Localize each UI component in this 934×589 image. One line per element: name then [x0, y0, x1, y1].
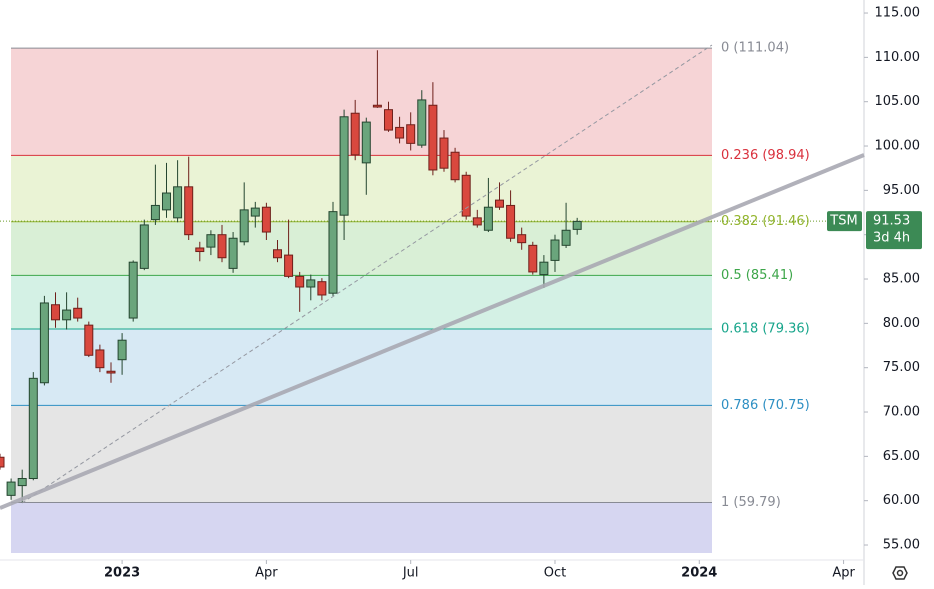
x-tick-label: Apr	[832, 566, 855, 581]
fib-level-label: 0.618 (79.36)	[721, 322, 810, 337]
candle-body	[150, 204, 160, 221]
candle-body	[328, 211, 338, 294]
candle-body	[383, 109, 393, 131]
candle-body	[517, 234, 527, 244]
candle-body	[494, 199, 504, 208]
candle-body	[250, 207, 260, 217]
candle-body	[450, 151, 460, 181]
candle-body	[161, 192, 171, 211]
candle-body	[128, 261, 138, 319]
candle-body	[439, 137, 449, 169]
y-tick-label: 100.00	[875, 139, 921, 154]
candle-body	[472, 217, 482, 226]
candle-body	[406, 124, 416, 144]
settings-icon[interactable]	[892, 566, 908, 580]
candle-body	[306, 279, 316, 288]
candle-body	[62, 309, 72, 321]
countdown: 3d 4h	[873, 231, 910, 246]
x-tick-label: Apr	[255, 566, 278, 581]
fib-band	[11, 405, 712, 503]
candle-body	[483, 206, 493, 231]
candle-body	[195, 247, 205, 253]
candle-body	[350, 112, 360, 156]
candle-body	[372, 104, 382, 108]
y-tick-label: 60.00	[883, 493, 920, 508]
fib-level-label: 0.786 (70.75)	[721, 398, 810, 413]
candle-body	[95, 349, 105, 369]
symbol-tag: TSM	[829, 214, 857, 229]
candle-body	[28, 377, 38, 480]
candle-body	[572, 220, 582, 230]
y-tick-label: 115.00	[875, 6, 921, 21]
candle-body	[395, 126, 405, 139]
candle-body	[261, 206, 271, 233]
candle-body	[139, 224, 149, 269]
candle-body	[417, 99, 427, 146]
fib-band	[11, 48, 712, 156]
candle-body	[39, 302, 49, 384]
x-tick-label: 2024	[681, 566, 717, 581]
candle-body	[239, 209, 249, 243]
y-tick-label: 70.00	[883, 405, 920, 420]
price-tag: 91.53	[873, 214, 910, 229]
candle-body	[539, 261, 549, 276]
fib-level-label: 0 (111.04)	[721, 41, 789, 56]
y-tick-label: 80.00	[883, 316, 920, 331]
fib-trend-line	[21, 44, 713, 504]
y-tick-label: 85.00	[883, 272, 920, 287]
fib-band	[11, 329, 712, 406]
x-tick-label: Jul	[402, 566, 419, 581]
candles	[0, 50, 582, 503]
fib-level-label: 1 (59.79)	[721, 495, 781, 510]
candle-body	[0, 456, 5, 468]
candle-body	[84, 324, 94, 356]
candle-body	[506, 204, 516, 239]
fib-band	[11, 221, 712, 276]
candle-body	[339, 116, 349, 216]
candle-body	[6, 481, 16, 496]
y-tick-label: 110.00	[875, 50, 921, 65]
fib-band	[11, 275, 712, 330]
y-tick-label: 95.00	[883, 183, 920, 198]
fib-band	[11, 155, 712, 222]
candle-body	[184, 186, 194, 236]
candle-body	[228, 237, 238, 269]
candle-body	[272, 249, 282, 259]
price-tag-bg	[866, 211, 922, 250]
candle-body	[461, 174, 471, 217]
axes: 55.0060.0065.0070.0075.0080.0085.0090.00…	[104, 6, 922, 581]
candle-body	[284, 254, 294, 277]
candle-body	[117, 339, 127, 361]
x-tick-label: Oct	[544, 566, 566, 581]
fib-band	[11, 502, 712, 553]
candle-body	[106, 370, 116, 374]
candle-body	[428, 104, 438, 171]
candle-body	[50, 304, 60, 321]
candle-body	[73, 307, 83, 319]
fib-level-label: 0.236 (98.94)	[721, 148, 810, 163]
candle-body	[361, 121, 371, 164]
candle-body	[206, 234, 216, 248]
candle-body	[173, 186, 183, 219]
y-tick-label: 55.00	[883, 538, 920, 553]
y-tick-label: 65.00	[883, 449, 920, 464]
trend-line[interactable]	[0, 153, 865, 510]
fib-level-label: 0.5 (85.41)	[721, 268, 793, 283]
y-tick-label: 105.00	[875, 94, 921, 109]
candle-body	[317, 281, 327, 296]
symbol-tag-bg	[827, 211, 862, 232]
candle-body	[528, 244, 538, 273]
candle-body	[550, 239, 560, 261]
candle-body	[295, 275, 305, 288]
candle-body	[217, 234, 227, 259]
y-tick-label: 75.00	[883, 360, 920, 375]
candle-body	[561, 229, 571, 246]
x-tick-label: 2023	[104, 566, 140, 581]
candle-body	[17, 478, 27, 487]
fib-level-label: 0.382 (91.46)	[721, 214, 810, 229]
